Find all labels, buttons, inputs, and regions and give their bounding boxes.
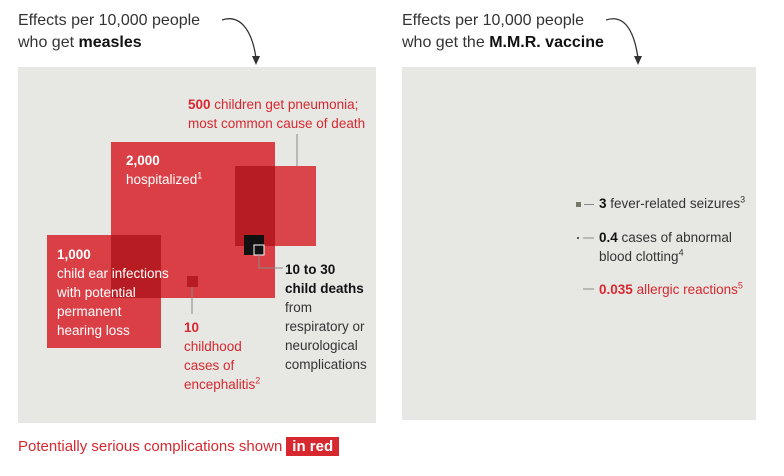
label-pneumonia: 500 children get pneumonia; most common …	[188, 95, 365, 133]
label-allergic: 0.035 allergic reactions5	[599, 280, 743, 299]
deaths-leader	[258, 255, 283, 269]
label-clotting: 0.4 cases of abnormal blood clotting4	[599, 228, 732, 266]
pneumonia-text1: children get pneumonia;	[214, 97, 359, 112]
hospitalized-text-row: hospitalized1	[126, 170, 202, 189]
measles-heading-line1: Effects per 10,000 people	[18, 12, 201, 29]
vaccine-heading: Effects per 10,000 people who get the M.…	[402, 10, 604, 54]
enceph-line: childhood	[184, 339, 242, 354]
measles-arrow-icon	[221, 18, 257, 59]
hospitalized-value-row: 2,000	[126, 151, 202, 170]
vaccine-heading-bold: M.M.R. vaccine	[489, 34, 604, 51]
deaths-value-row1: 10 to 30	[285, 260, 367, 279]
allergic-value: 0.035	[599, 282, 633, 297]
heading-arrows	[221, 18, 642, 65]
label-encephalitis: 10 childhood cases of encephalitis2	[184, 318, 260, 394]
vaccine-arrow-icon	[605, 18, 639, 59]
label-seizures: 3 fever-related seizures3	[599, 194, 745, 213]
measles-heading-line2: who get measles	[18, 32, 200, 54]
seizures-text: fever-related seizures	[610, 196, 741, 211]
ear-line: child ear infections	[57, 266, 169, 281]
deaths-value2: child deaths	[285, 281, 364, 296]
pneumonia-line1: 500 children get pneumonia;	[188, 95, 365, 114]
allergic-text: allergic reactions	[636, 282, 738, 297]
vaccine-heading-line1: Effects per 10,000 people	[402, 12, 585, 29]
footnote-1: 1	[197, 170, 203, 181]
vaccine-arrowhead-icon	[634, 56, 642, 65]
footer-pill: in red	[286, 437, 340, 456]
vaccine-heading-text: who get the	[402, 34, 485, 51]
clotting-line2: blood clotting4	[599, 247, 732, 266]
square-clotting	[577, 237, 579, 239]
footnote-2: 2	[255, 375, 261, 386]
deaths-value1: 10 to 30	[285, 262, 336, 277]
hospitalized-value: 2,000	[126, 153, 160, 168]
deaths-line: respiratory or	[285, 319, 365, 334]
ear-value: 1,000	[57, 247, 91, 262]
enceph-line-text: encephalitis	[184, 377, 256, 392]
seizures-value: 3	[599, 196, 607, 211]
enceph-line: cases of	[184, 358, 235, 373]
clotting-text1: cases of abnormal	[621, 230, 732, 245]
footnote-4: 4	[678, 247, 684, 258]
legend-footer: Potentially serious complications shown i…	[18, 437, 340, 456]
enceph-value: 10	[184, 320, 200, 335]
measles-heading: Effects per 10,000 people who get measle…	[18, 10, 200, 54]
measles-heading-text: who get	[18, 34, 75, 51]
square-pneumonia-overlap	[235, 166, 275, 246]
measles-arrowhead-icon	[252, 56, 260, 65]
ear-line: permanent	[57, 304, 122, 319]
label-ear-infections: 1,000 child ear infections with potentia…	[57, 245, 169, 340]
ear-line: with potential	[57, 285, 136, 300]
label-child-deaths: 10 to 30 child deaths from respiratory o…	[285, 260, 367, 374]
pneumonia-text2: most common cause of death	[188, 116, 366, 131]
square-seizures	[576, 202, 581, 207]
vaccine-panel	[402, 67, 756, 420]
clotting-line1: 0.4 cases of abnormal	[599, 228, 732, 247]
vaccine-heading-line2: who get the M.M.R. vaccine	[402, 32, 604, 54]
ear-line: hearing loss	[57, 323, 130, 338]
footnote-5: 5	[737, 280, 743, 291]
enceph-value-row: 10	[184, 318, 260, 337]
square-child-deaths-min	[253, 244, 265, 256]
ear-value-row: 1,000	[57, 245, 169, 264]
label-hospitalized: 2,000 hospitalized1	[126, 151, 202, 189]
deaths-line: neurological	[285, 338, 358, 353]
deaths-line: from	[285, 300, 312, 315]
deaths-line: complications	[285, 357, 367, 372]
square-ear-overlap	[111, 235, 161, 298]
enceph-line: encephalitis2	[184, 375, 260, 394]
clotting-text2: blood clotting	[599, 249, 679, 264]
square-encephalitis	[187, 276, 198, 287]
footnote-3: 3	[740, 194, 746, 205]
deaths-value-row2: child deaths	[285, 279, 367, 298]
pneumonia-value: 500	[188, 97, 211, 112]
measles-heading-bold: measles	[78, 34, 142, 51]
footer-text: Potentially serious complications shown	[18, 438, 283, 455]
clotting-value: 0.4	[599, 230, 618, 245]
hospitalized-text: hospitalized	[126, 172, 198, 187]
